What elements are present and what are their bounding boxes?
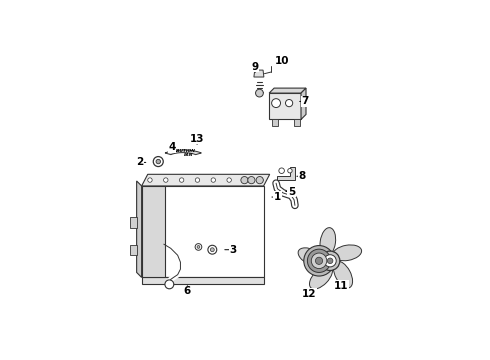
Ellipse shape <box>320 228 336 257</box>
Polygon shape <box>301 88 306 120</box>
Polygon shape <box>294 120 300 126</box>
Text: FAN: FAN <box>184 153 194 157</box>
Circle shape <box>153 157 163 167</box>
Circle shape <box>307 249 331 273</box>
Circle shape <box>197 246 200 248</box>
Polygon shape <box>130 245 138 255</box>
Text: 1: 1 <box>274 192 281 202</box>
Circle shape <box>211 178 216 182</box>
Circle shape <box>311 253 327 269</box>
Polygon shape <box>137 181 142 278</box>
Circle shape <box>208 245 217 254</box>
Polygon shape <box>165 150 201 155</box>
Polygon shape <box>142 278 264 284</box>
Circle shape <box>227 178 231 182</box>
Circle shape <box>241 176 248 184</box>
Ellipse shape <box>333 245 362 261</box>
Text: 3: 3 <box>229 245 237 255</box>
Circle shape <box>195 178 200 182</box>
Circle shape <box>279 168 284 174</box>
Circle shape <box>271 99 280 108</box>
Circle shape <box>164 178 168 182</box>
Polygon shape <box>272 120 278 126</box>
Circle shape <box>195 244 202 250</box>
Circle shape <box>243 178 247 182</box>
Polygon shape <box>269 93 301 120</box>
Circle shape <box>256 89 263 97</box>
Circle shape <box>156 159 161 164</box>
Text: 6: 6 <box>184 286 191 296</box>
Ellipse shape <box>298 248 325 266</box>
Circle shape <box>147 178 152 182</box>
Circle shape <box>320 251 340 270</box>
Text: CAUTION: CAUTION <box>173 149 196 153</box>
Polygon shape <box>130 217 138 228</box>
Circle shape <box>256 176 263 184</box>
Text: 10: 10 <box>274 56 289 66</box>
Text: 7: 7 <box>301 96 309 107</box>
Circle shape <box>210 248 214 252</box>
Text: 13: 13 <box>190 134 204 144</box>
Circle shape <box>324 255 336 267</box>
Text: 9: 9 <box>252 62 259 72</box>
Circle shape <box>259 178 263 182</box>
Ellipse shape <box>310 266 333 289</box>
Text: 11: 11 <box>334 281 348 291</box>
Ellipse shape <box>333 261 353 288</box>
Circle shape <box>179 178 184 182</box>
Circle shape <box>316 257 322 264</box>
Polygon shape <box>142 186 165 278</box>
Text: 2: 2 <box>137 157 144 167</box>
Text: 5: 5 <box>288 186 295 197</box>
Circle shape <box>304 246 334 276</box>
Polygon shape <box>142 174 270 186</box>
Circle shape <box>248 176 255 184</box>
Polygon shape <box>254 70 264 77</box>
Text: 8: 8 <box>299 171 306 181</box>
Circle shape <box>165 280 174 289</box>
Text: 12: 12 <box>302 289 317 299</box>
Polygon shape <box>142 186 264 278</box>
Polygon shape <box>269 88 306 93</box>
Circle shape <box>327 258 333 264</box>
Text: 4: 4 <box>169 142 176 152</box>
Circle shape <box>286 99 293 107</box>
Circle shape <box>288 168 292 173</box>
Polygon shape <box>277 167 295 180</box>
